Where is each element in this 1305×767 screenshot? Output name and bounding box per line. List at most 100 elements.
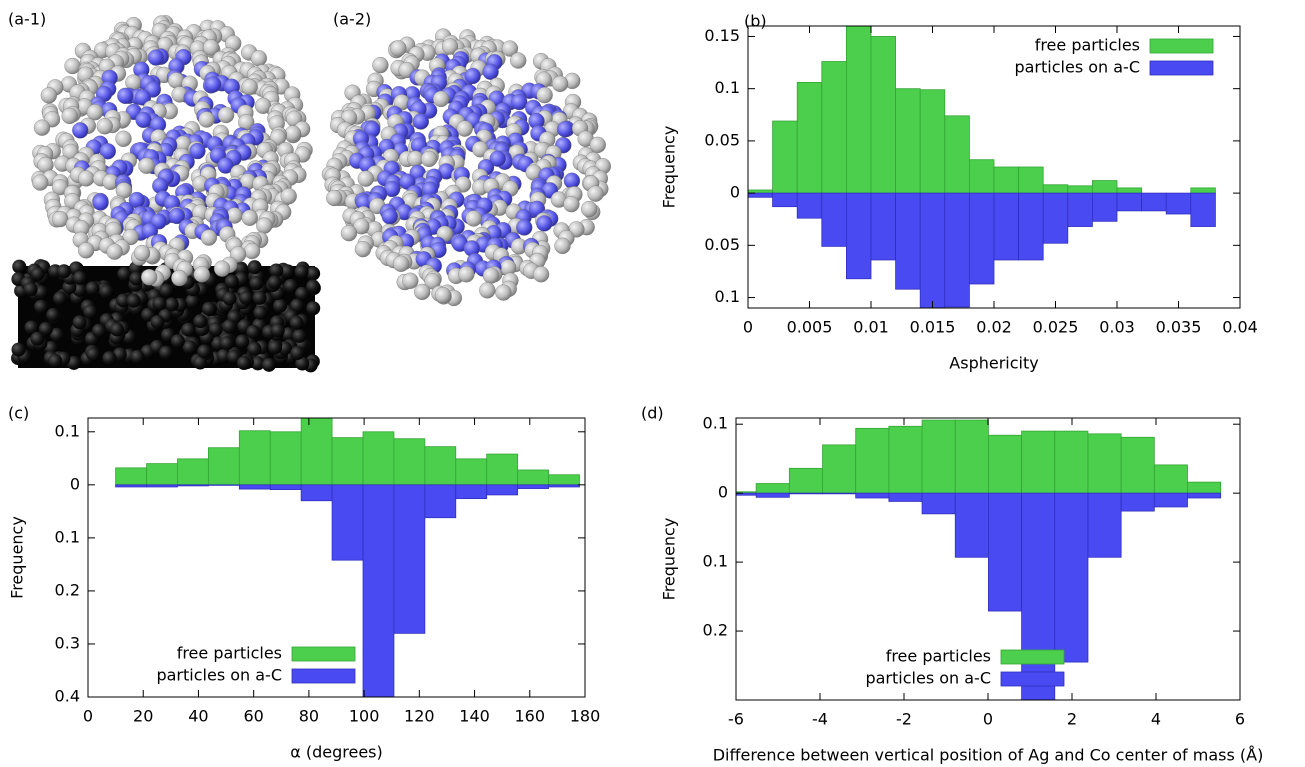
y-tick-label: 0.15: [704, 26, 740, 45]
atom: [414, 283, 431, 301]
atom: [168, 207, 186, 225]
substrate-atom: [85, 281, 100, 296]
bar: [1190, 192, 1216, 227]
bar: [919, 192, 946, 308]
substrate-atom: [159, 283, 174, 298]
bar: [870, 192, 897, 261]
bar: [1153, 492, 1188, 508]
atom: [412, 113, 430, 130]
bar: [748, 192, 774, 198]
atom: [420, 150, 438, 168]
atom: [402, 272, 419, 289]
y-tick-label: 0.2: [703, 621, 728, 640]
bar: [755, 492, 790, 498]
atom: [256, 217, 273, 234]
bar: [517, 484, 549, 489]
substrate-atom: [294, 264, 309, 279]
substrate-atom: [269, 263, 284, 278]
bar: [548, 484, 580, 488]
bars: [748, 26, 1216, 308]
atom: [354, 240, 372, 258]
substrate-atom: [273, 298, 288, 313]
x-axis-label: Asphericity: [949, 354, 1038, 373]
substrate-atom: [250, 356, 265, 371]
x-tick-label: -4: [812, 710, 828, 729]
bar: [393, 484, 426, 634]
atom: [61, 107, 78, 125]
substrate-atom: [99, 284, 114, 299]
substrate-atom: [290, 298, 305, 313]
y-tick-label: 0.05: [704, 235, 740, 254]
atom: [551, 75, 569, 92]
atom: [189, 142, 206, 160]
substrate-atom: [182, 340, 197, 355]
atom: [241, 78, 258, 96]
bar: [1153, 464, 1188, 494]
bar: [895, 192, 921, 290]
substrate-atom: [226, 349, 241, 364]
bar: [1092, 192, 1118, 222]
substrate-atom: [38, 321, 53, 336]
x-axis-label: Difference between vertical position of …: [713, 746, 1264, 765]
x-tick-label: 180: [570, 707, 601, 726]
substrate-atom: [129, 271, 144, 286]
y-tick-label: 0.1: [715, 78, 740, 97]
bar: [993, 166, 1020, 194]
bar: [146, 463, 178, 486]
substrate-atom: [130, 349, 145, 364]
x-axis-label: α (degrees): [290, 743, 383, 762]
bar: [954, 492, 989, 558]
atom: [326, 189, 343, 207]
legend-swatch: [1000, 671, 1065, 687]
x-tick-label: 60: [243, 707, 263, 726]
bars: [736, 419, 1222, 700]
atom: [77, 242, 95, 259]
bar: [331, 484, 364, 561]
substrate-atom: [222, 291, 237, 306]
substrate-atom: [102, 351, 117, 366]
substrate-atom: [306, 279, 321, 294]
substrate-atom: [281, 327, 296, 342]
bar: [207, 484, 240, 486]
atom: [205, 76, 222, 93]
atom: [482, 267, 500, 284]
bar: [238, 430, 271, 486]
substrate-atom: [185, 294, 200, 309]
bar: [1116, 192, 1143, 212]
substrate-atom: [72, 270, 87, 285]
substrate-atom: [279, 264, 294, 279]
bar: [269, 431, 302, 486]
atom: [563, 195, 580, 213]
substrate-atom: [126, 293, 141, 308]
bar: [207, 447, 240, 486]
atom: [168, 72, 185, 89]
atom: [511, 93, 528, 111]
substrate-atom: [234, 261, 249, 276]
substrate-atom: [216, 348, 231, 363]
y-tick-label: 0.4: [55, 687, 80, 706]
atom: [138, 157, 155, 174]
atom: [217, 157, 234, 174]
x-tick-label: 0.015: [910, 318, 956, 337]
x-tick-label: 0.02: [976, 318, 1012, 337]
substrate-atom: [110, 322, 125, 337]
bar: [455, 458, 488, 486]
y-tick-label: 0.2: [55, 580, 80, 599]
bar: [1087, 433, 1122, 494]
substrate-atom: [270, 323, 285, 338]
bar: [888, 425, 923, 494]
atom: [141, 269, 158, 286]
x-tick-label: 0.025: [1033, 318, 1079, 337]
substrate-atom: [268, 340, 283, 355]
substrate-atom: [117, 266, 132, 281]
substrate-atom: [247, 341, 262, 356]
atom: [72, 122, 89, 139]
substrate-atom: [252, 290, 267, 305]
substrate-atom: [86, 347, 101, 362]
bar: [238, 484, 271, 490]
legend-label: free particles: [886, 647, 991, 666]
substrate-atom: [306, 301, 321, 316]
atom: [86, 104, 104, 121]
substrate-atom: [292, 328, 307, 343]
